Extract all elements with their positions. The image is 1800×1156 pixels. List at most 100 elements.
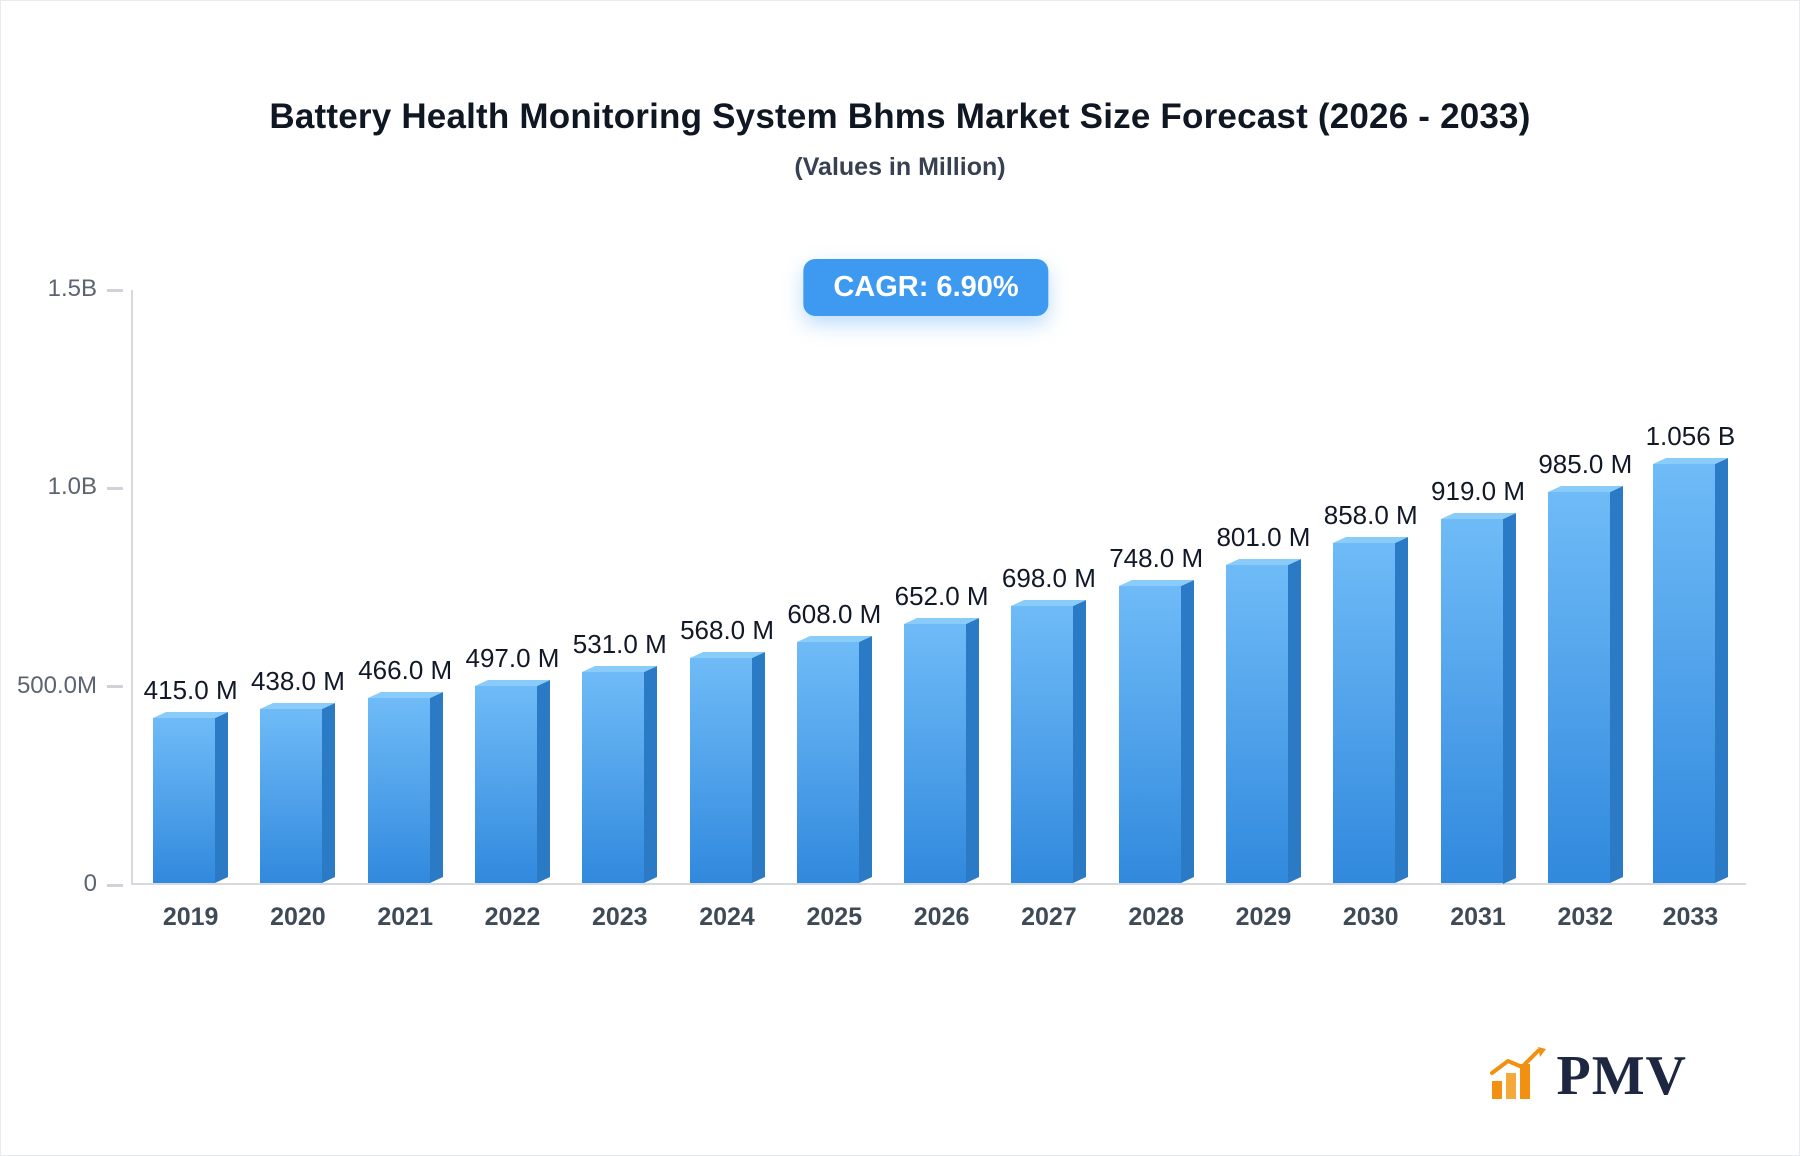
- bar-top-face: [1440, 512, 1516, 519]
- y-tick-mark: [107, 288, 123, 292]
- bar-side-face: [1073, 600, 1087, 883]
- bar-group-2025: 608.0 M 2025: [787, 598, 882, 931]
- y-tick-mark: [107, 685, 123, 689]
- bar: [1118, 580, 1194, 883]
- x-tick-label: 2032: [1557, 903, 1614, 931]
- bar-value-label: 438.0 M: [250, 666, 345, 697]
- bar-front-face: [1652, 464, 1715, 883]
- y-tick-mark: [107, 486, 123, 490]
- bar-front-face: [1011, 606, 1074, 883]
- y-tick-label: 1.5B: [47, 275, 97, 302]
- bar-side-face: [751, 651, 765, 883]
- x-tick-label: 2019: [162, 903, 219, 931]
- bar-side-face: [536, 679, 550, 883]
- bar-top-face: [474, 679, 550, 686]
- bar-group-2030: 858.0 M 2030: [1324, 500, 1418, 931]
- x-tick-label: 2030: [1342, 903, 1399, 931]
- bar-value-label: 531.0 M: [572, 629, 667, 660]
- bar-side-face: [1180, 580, 1194, 883]
- bar-front-face: [367, 698, 430, 883]
- bar-group-2027: 698.0 M 2027: [1002, 563, 1096, 931]
- bar-value-label: 985.0 M: [1538, 449, 1633, 480]
- bar: [1011, 600, 1087, 883]
- bar-front-face: [474, 685, 537, 883]
- bar-front-face: [1440, 518, 1503, 883]
- bar-group-2019: 415.0 M 2019: [143, 675, 238, 931]
- brand-logo: PMV: [1488, 1044, 1687, 1107]
- plot-area: 0 500.0M 1.0B 1.5B 415.0 M 2019 438.0 M 2020 46…: [17, 275, 1746, 932]
- bar-group-2033: 1.056 B 2033: [1645, 421, 1736, 931]
- bar-value-label: 748.0 M: [1109, 543, 1204, 574]
- y-tick-label: 0: [83, 870, 97, 897]
- x-tick-label: 2021: [377, 903, 433, 931]
- bar-side-face: [1287, 559, 1301, 883]
- x-tick-label: 2022: [484, 903, 541, 931]
- y-tick-label: 1.0B: [47, 473, 97, 501]
- bar-group-2029: 801.0 M 2029: [1216, 522, 1310, 931]
- bar-top-face: [1652, 458, 1728, 465]
- bar: [1225, 559, 1301, 883]
- bar: [1652, 458, 1728, 883]
- bar-side-face: [966, 618, 980, 883]
- bar-front-face: [689, 657, 752, 883]
- x-tick-label: 2033: [1662, 903, 1719, 931]
- bar: [1333, 536, 1409, 883]
- x-tick-label: 2020: [270, 903, 326, 931]
- bar-side-face: [322, 703, 336, 883]
- bar-side-face: [644, 666, 658, 883]
- bar: [153, 712, 229, 883]
- bar-value-label: 497.0 M: [465, 642, 560, 673]
- bar: [796, 635, 872, 883]
- bar: [260, 703, 336, 883]
- bar: [367, 692, 443, 883]
- bar-top-face: [796, 635, 872, 642]
- bar-front-face: [1118, 586, 1181, 883]
- bar-side-face: [429, 692, 443, 883]
- y-tick-mark: [107, 883, 123, 887]
- x-tick-label: 2029: [1235, 903, 1292, 931]
- bar-top-face: [367, 692, 443, 699]
- bar-value-label: 652.0 M: [894, 581, 989, 612]
- bar-value-label: 415.0 M: [143, 675, 238, 706]
- bar-value-label: 466.0 M: [358, 655, 453, 686]
- cagr-badge: CAGR: 6.90%: [803, 259, 1049, 316]
- bar: [1547, 486, 1623, 883]
- logo-text: PMV: [1556, 1044, 1687, 1107]
- bar-value-label: 608.0 M: [787, 598, 882, 629]
- bar-group-2031: 919.0 M 2031: [1431, 476, 1525, 932]
- bar-side-face: [858, 635, 872, 883]
- x-tick-label: 2027: [1021, 903, 1077, 931]
- x-tick-label: 2023: [591, 903, 648, 931]
- bar-side-face: [215, 712, 229, 883]
- x-tick-label: 2024: [699, 903, 755, 931]
- bar-side-face: [1502, 512, 1516, 883]
- bar-side-face: [1395, 536, 1409, 883]
- x-tick-label: 2025: [806, 903, 863, 931]
- bar: [582, 666, 658, 883]
- bar-front-face: [796, 641, 859, 883]
- bar-front-face: [153, 718, 216, 883]
- bar-group-2028: 748.0 M 2028: [1109, 543, 1204, 931]
- bar-group-2021: 466.0 M 2021: [358, 655, 453, 931]
- bar-front-face: [582, 672, 645, 883]
- bar-front-face: [1547, 492, 1610, 883]
- bar-front-face: [260, 709, 323, 883]
- logo-chart-icon: [1490, 1047, 1547, 1099]
- bar-group-2020: 438.0 M 2020: [250, 666, 345, 931]
- bar-value-label: 568.0 M: [680, 614, 775, 645]
- bar-top-face: [689, 651, 765, 658]
- bar-front-face: [1225, 565, 1288, 883]
- bar-front-face: [904, 624, 967, 883]
- bar-side-face: [1714, 458, 1728, 883]
- bar-value-label: 1.056 B: [1645, 421, 1736, 452]
- bar-group-2023: 531.0 M 2023: [572, 629, 667, 931]
- bar-top-face: [1333, 536, 1409, 543]
- y-tick-label: 500.0M: [16, 671, 97, 699]
- x-tick-label: 2028: [1128, 903, 1184, 931]
- chart-header: Battery Health Monitoring System Bhms Ma…: [1, 97, 1799, 182]
- x-tick-label: 2026: [913, 903, 970, 931]
- bar: [689, 651, 765, 883]
- bars-container: 415.0 M 2019 438.0 M 2020 466.0 M 2021 497.0 M…: [133, 290, 1746, 932]
- bar-group-2022: 497.0 M 2022: [465, 642, 560, 931]
